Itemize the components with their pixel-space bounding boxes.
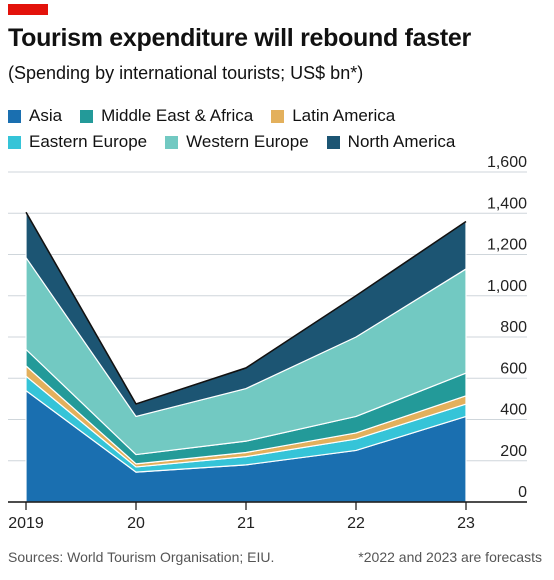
legend-swatch-western-europe bbox=[165, 135, 179, 149]
y-tick-label: 800 bbox=[500, 319, 527, 336]
y-tick-label: 1,000 bbox=[487, 278, 527, 295]
legend-row-1: Asia Middle East & Africa Latin America bbox=[8, 106, 413, 126]
forecast-note: *2022 and 2023 are forecasts bbox=[358, 549, 542, 565]
x-tick-label: 2019 bbox=[8, 515, 44, 532]
y-tick-label: 200 bbox=[500, 443, 527, 460]
y-tick-label: 0 bbox=[518, 484, 527, 501]
legend-swatch-north-america bbox=[326, 135, 340, 149]
total-line bbox=[25, 211, 467, 405]
legend-label-middle-east-africa: Middle East & Africa bbox=[101, 106, 254, 125]
legend-swatch-asia bbox=[8, 109, 21, 123]
chart-title: Tourism expenditure will rebound faster bbox=[8, 24, 471, 52]
y-tick-label: 1,400 bbox=[487, 195, 527, 212]
legend-swatch-eastern-europe bbox=[8, 135, 21, 149]
y-tick-label: 600 bbox=[500, 360, 527, 377]
y-tick-label: 1,600 bbox=[487, 154, 527, 171]
y-tick-label: 400 bbox=[500, 402, 527, 419]
source-note: Sources: World Tourism Organisation; EIU… bbox=[8, 549, 275, 565]
legend-label-latin-america: Latin America bbox=[292, 106, 396, 125]
legend-label-asia: Asia bbox=[29, 106, 63, 125]
x-tick-label: 22 bbox=[347, 515, 365, 532]
x-tick-label: 23 bbox=[457, 515, 475, 532]
area-chart: 0 200 400 600 800 1,000 1,200 1,400 1,600 2019 20 2… bbox=[8, 154, 527, 532]
y-tick-label: 1,200 bbox=[487, 237, 527, 254]
brand-red-bar bbox=[8, 4, 48, 15]
legend-label-north-america: North America bbox=[347, 132, 456, 151]
legend-label-eastern-europe: Eastern Europe bbox=[29, 132, 148, 151]
legend-swatch-middle-east-africa bbox=[80, 109, 94, 123]
legend-item-eastern-europe: Eastern Europe bbox=[8, 132, 147, 152]
x-tick-label: 20 bbox=[127, 515, 145, 532]
legend-item-asia: Asia bbox=[8, 106, 62, 126]
legend-item-western-europe: Western Europe bbox=[165, 132, 309, 152]
legend-item-middle-east-africa: Middle East & Africa bbox=[80, 106, 253, 126]
legend-row-2: Eastern Europe Western Europe North Amer… bbox=[8, 132, 473, 152]
chart-subtitle: (Spending by international tourists; US$… bbox=[8, 63, 364, 83]
legend-item-latin-america: Latin America bbox=[271, 106, 395, 126]
legend-swatch-latin-america bbox=[271, 109, 285, 123]
x-tick-label: 21 bbox=[237, 515, 255, 532]
legend-label-western-europe: Western Europe bbox=[186, 132, 309, 151]
legend-item-north-america: North America bbox=[326, 132, 456, 152]
